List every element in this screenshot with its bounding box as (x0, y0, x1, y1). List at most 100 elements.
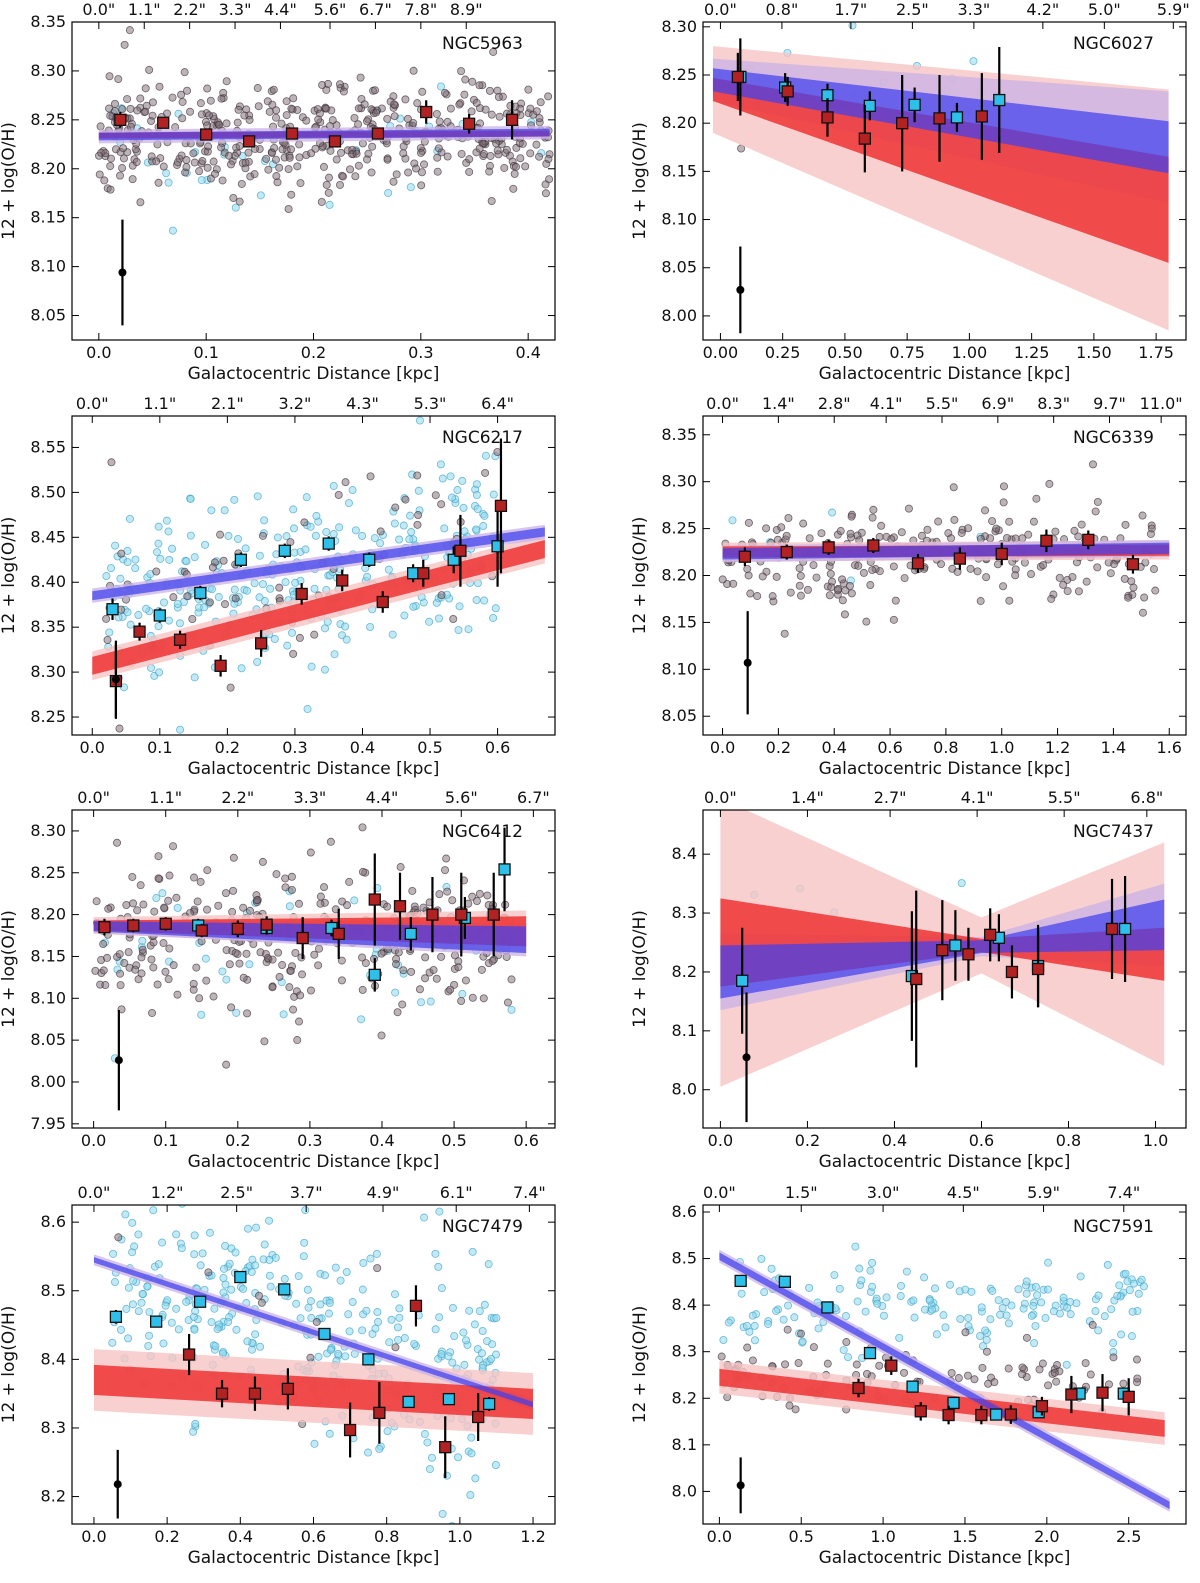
gray-spaxel (235, 142, 244, 151)
cyan-spaxel (218, 967, 227, 976)
gray-spaxel (203, 905, 212, 914)
gray-spaxel (477, 965, 486, 974)
cyan-spaxel (335, 523, 344, 532)
gray-spaxel (1005, 596, 1014, 605)
gray-spaxel (237, 179, 246, 188)
cyan-spaxel (1113, 1291, 1122, 1300)
cyan-spaxel (1103, 1260, 1112, 1269)
gray-spaxel (421, 974, 430, 983)
cyan-spaxel (164, 616, 173, 625)
red-bin-marker (454, 544, 467, 557)
red-bin-marker (343, 1423, 357, 1437)
y-tick-label: 8.15 (661, 161, 697, 180)
cyan-bin-marker (736, 974, 749, 987)
gray-spaxel (205, 598, 214, 607)
gray-spaxel (988, 517, 997, 526)
cyan-spaxel (482, 1337, 491, 1346)
cyan-bin-marker (153, 609, 166, 622)
gray-spaxel (195, 994, 204, 1003)
gray-spaxel (195, 167, 204, 176)
cyan-spaxel (173, 903, 182, 912)
gray-spaxel (287, 872, 296, 881)
cyan-spaxel (436, 460, 445, 469)
plot-frame (71, 809, 556, 1129)
y-tick-label: 8.30 (30, 662, 66, 681)
cyan-bin-marker (734, 1274, 747, 1288)
top-tick-label: 3.0" (867, 1183, 900, 1202)
cyan-spaxel (910, 1313, 919, 1322)
gray-spaxel (208, 563, 217, 572)
gray-spaxel (231, 948, 240, 957)
cyan-spaxel (454, 626, 463, 635)
gray-spaxel (982, 1347, 991, 1356)
gray-spaxel (173, 158, 182, 167)
cyan-spaxel (197, 176, 206, 185)
cyan-spaxel (1022, 1277, 1031, 1286)
gray-spaxel (1120, 574, 1129, 583)
gray-spaxel (510, 169, 519, 178)
gray-spaxel (536, 98, 545, 107)
gray-spaxel (117, 549, 126, 558)
cyan-spaxel (779, 1315, 788, 1324)
red-bin-marker (393, 900, 407, 913)
gray-spaxel (383, 155, 392, 164)
y-tick-label: 8.15 (661, 612, 697, 631)
gray-spaxel (358, 823, 367, 832)
cyan-spaxel (909, 1296, 918, 1305)
gray-spaxel (515, 139, 524, 148)
cyan-spaxel (857, 1276, 866, 1285)
gray-spaxel (1063, 587, 1072, 596)
cyan-spaxel (390, 519, 399, 528)
gray-spaxel (521, 162, 530, 171)
cyan-spaxel (207, 1318, 216, 1327)
gray-spaxel (1029, 517, 1038, 526)
gray-spaxel (964, 524, 973, 533)
gray-spaxel (1086, 1370, 1095, 1379)
cyan-spaxel (182, 557, 191, 566)
red-bin-marker (1005, 965, 1019, 979)
cyan-spaxel (851, 1242, 860, 1251)
cyan-spaxel (255, 551, 264, 560)
gray-spaxel (786, 588, 795, 597)
cyan-spaxel (154, 539, 163, 548)
cyan-spaxel (719, 1335, 728, 1344)
gray-spaxel (434, 144, 443, 153)
x-tick-label: 0.8 (933, 738, 958, 757)
gray-spaxel (289, 94, 298, 103)
cyan-spaxel (159, 1339, 168, 1348)
typical-error-point (743, 658, 752, 667)
plot-area (712, 22, 1169, 334)
top-tick-label: 4.9" (367, 1183, 400, 1202)
x-tick-label: 0.4 (515, 343, 540, 362)
typical-error-point (118, 268, 127, 277)
gray-spaxel (827, 583, 836, 592)
x-tick-label: 0.1 (153, 1131, 178, 1150)
gray-spaxel (1035, 1365, 1044, 1374)
cyan-bin-marker (234, 1270, 247, 1284)
red-bin-marker (858, 132, 871, 145)
gray-spaxel (762, 524, 771, 533)
cyan-spaxel (134, 1307, 143, 1316)
cyan-spaxel (420, 1430, 429, 1439)
gray-spaxel (137, 969, 146, 978)
gray-spaxel (296, 991, 305, 1000)
gray-spaxel (454, 957, 463, 966)
gray-spaxel (391, 960, 400, 969)
cyan-spaxel (400, 1334, 409, 1343)
x-axis-label: Galactocentric Distance [kpc] (819, 364, 1071, 384)
gray-spaxel (389, 177, 398, 186)
gray-spaxel (897, 528, 906, 537)
cyan-spaxel (969, 57, 978, 66)
gray-spaxel (1093, 563, 1102, 572)
cyan-bin-marker (278, 544, 291, 557)
gray-spaxel (318, 81, 327, 90)
gray-spaxel (178, 114, 187, 123)
cyan-spaxel (142, 604, 151, 613)
gray-spaxel (717, 1352, 726, 1361)
gray-spaxel (225, 151, 234, 160)
cyan-spaxel (162, 169, 171, 178)
gray-spaxel (475, 144, 484, 153)
top-tick-label: 4.1" (870, 394, 903, 413)
cyan-bin-marker (482, 1397, 496, 1411)
red-bin-marker (214, 659, 227, 672)
